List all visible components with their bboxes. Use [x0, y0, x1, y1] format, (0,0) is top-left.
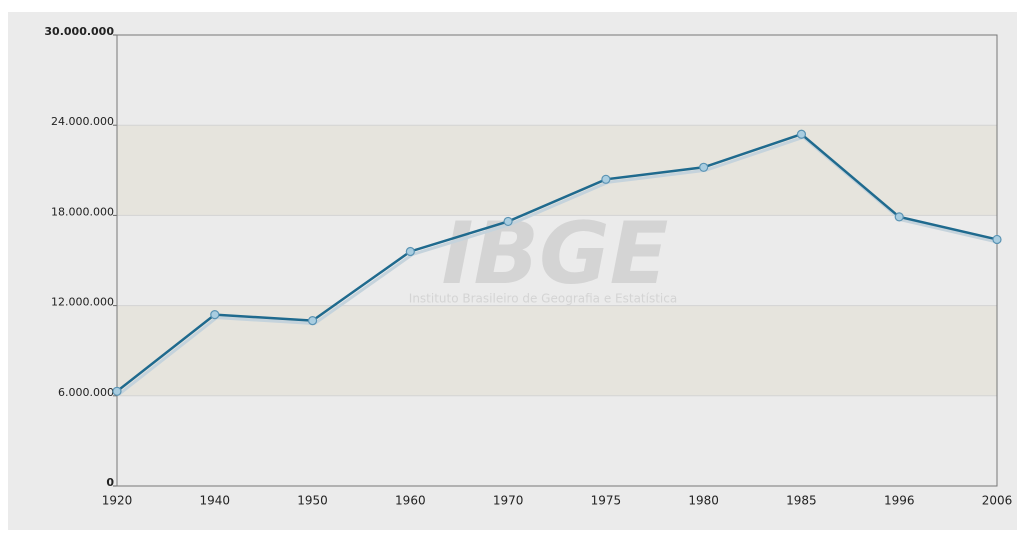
chart-background [8, 12, 1017, 530]
x-tick-label: 1940 [200, 494, 231, 508]
marker [601, 174, 611, 184]
x-tick-label: 1975 [591, 494, 622, 508]
x-tick-label: 1950 [297, 494, 328, 508]
line [116, 132, 998, 393]
marker [894, 212, 904, 222]
x-tick-label: 2006 [982, 494, 1013, 508]
y-tick-label: 0 [106, 476, 114, 489]
marker [699, 162, 709, 172]
marker [210, 310, 220, 320]
x-tick-label: 1980 [688, 494, 719, 508]
x-tick-label: 1960 [395, 494, 426, 508]
watermark: IBGE [442, 204, 669, 304]
watermark-subtitle: Instituto Brasileiro de Geografia e Esta… [409, 292, 677, 306]
y-tick-label: 24.000.000 [51, 115, 114, 128]
y-tick-label: 12.000.000 [51, 296, 114, 309]
marker [796, 129, 807, 139]
x-tick-label: 1985 [786, 494, 817, 508]
x-tick-label: 1920 [102, 494, 133, 508]
y-tick-label: 18.000.000 [51, 205, 114, 218]
x-tick-label: 1970 [493, 494, 524, 508]
marker [503, 216, 513, 227]
marker [112, 386, 122, 396]
y-tick-label: 6.000.000 [58, 386, 114, 399]
x-tick-label: 1996 [884, 494, 915, 508]
y-tick-label: 30.000.000 [44, 25, 114, 38]
plot-frame [116, 34, 998, 487]
marker [405, 246, 415, 257]
band [117, 125, 997, 216]
marker [992, 234, 1002, 245]
marker [307, 316, 318, 326]
